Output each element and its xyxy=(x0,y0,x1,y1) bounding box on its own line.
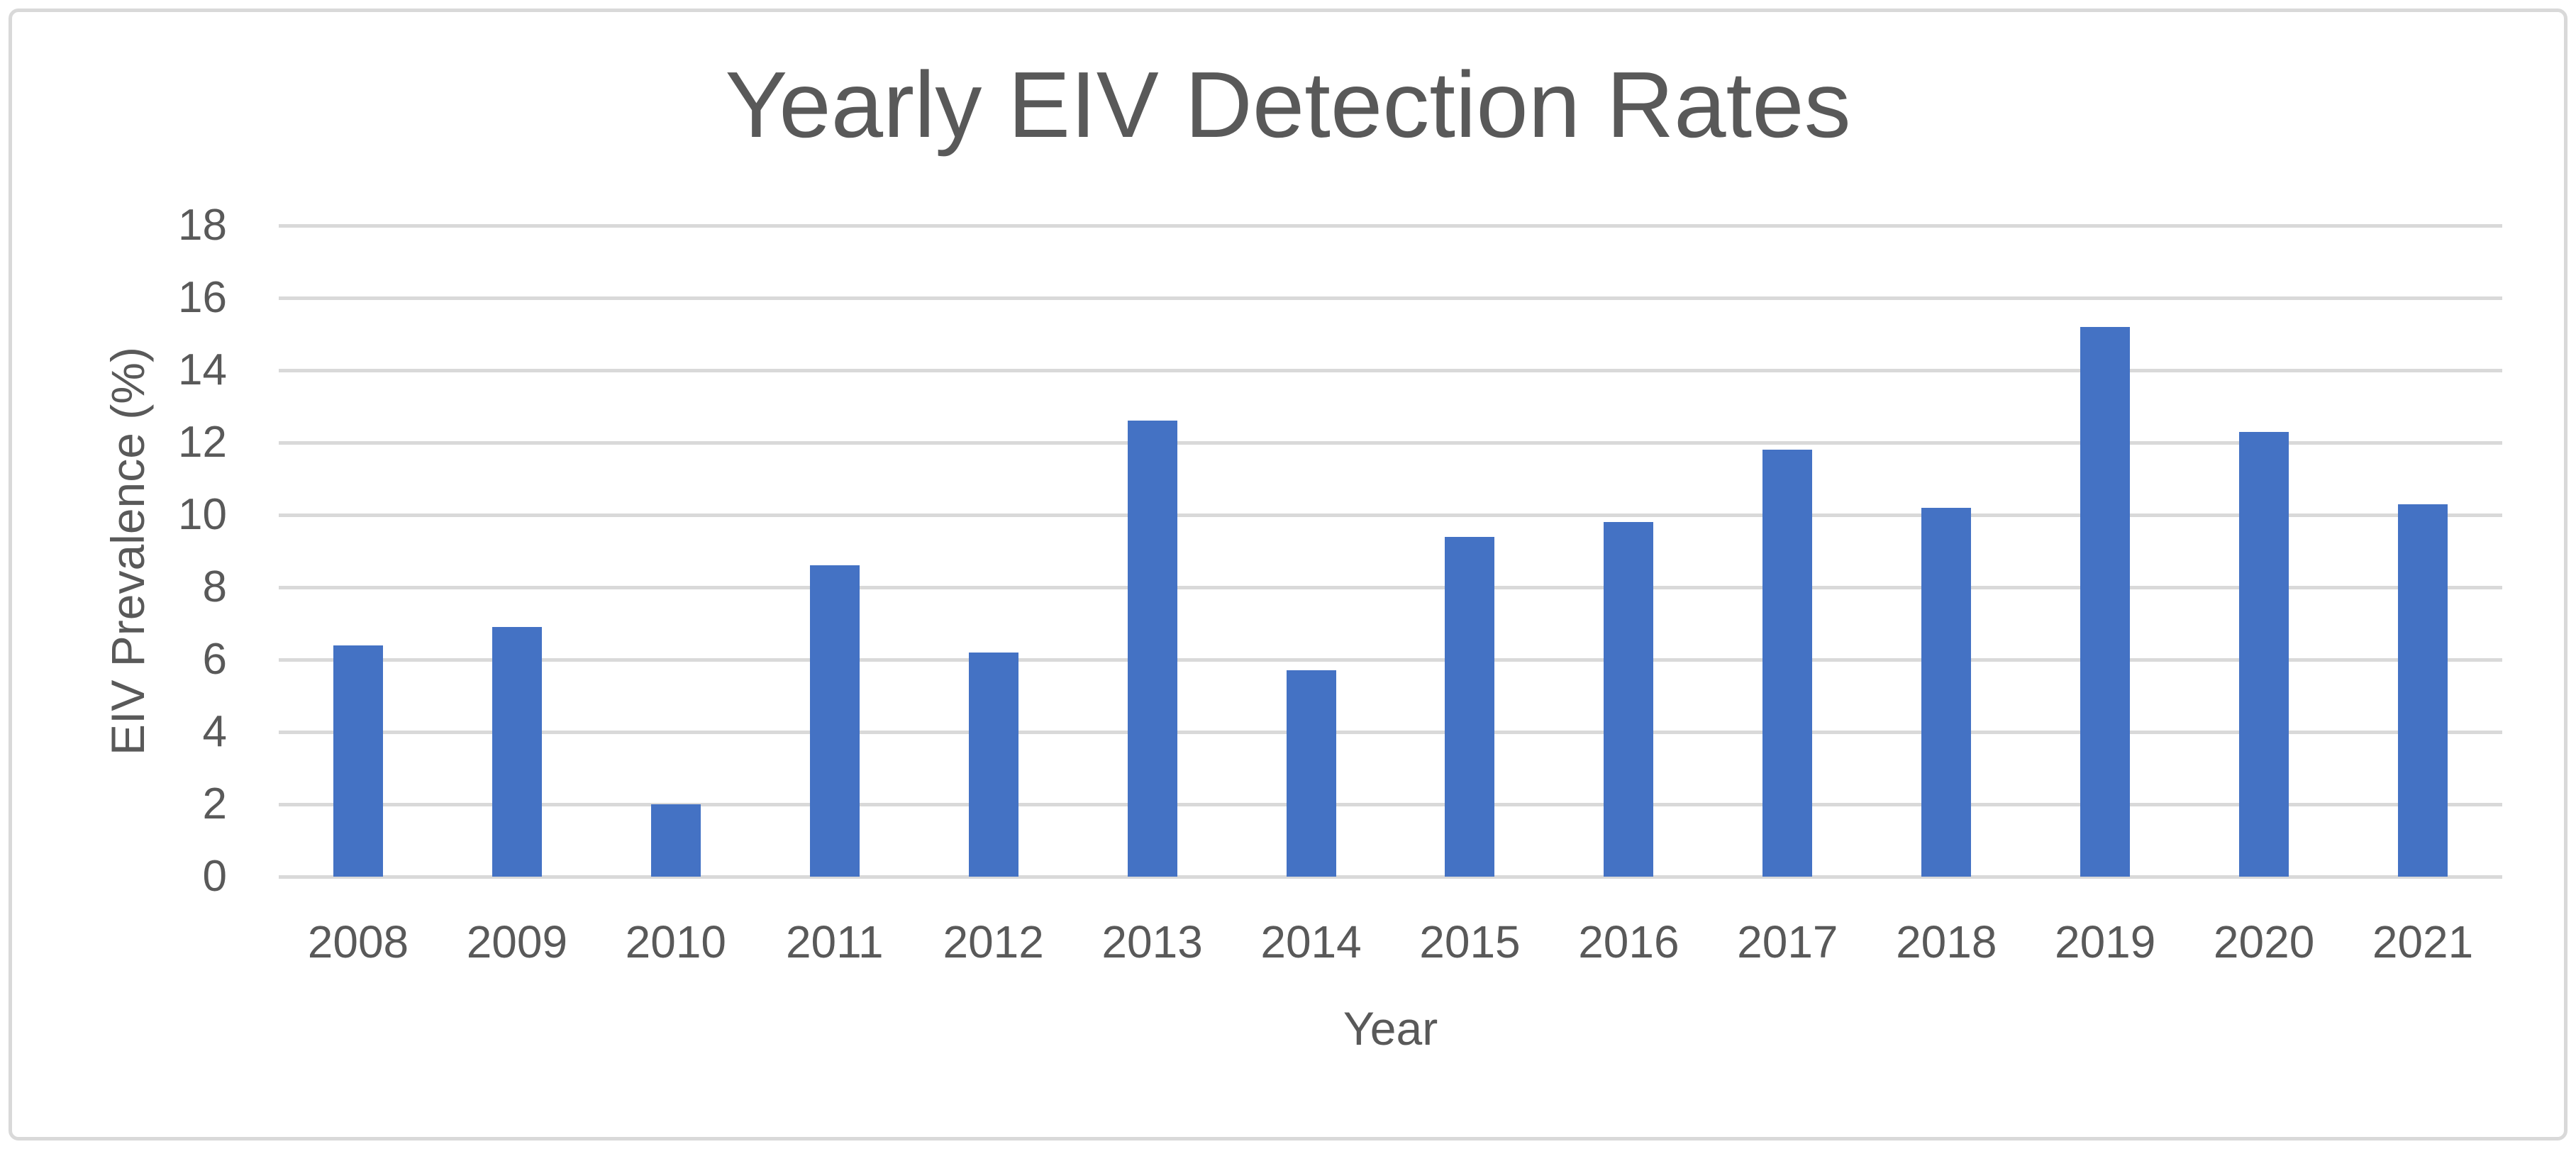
bar-2020 xyxy=(2239,431,2289,877)
bar-2009 xyxy=(492,627,542,877)
y-tick-label-12: 12 xyxy=(178,418,227,467)
gridline-6 xyxy=(279,658,2502,662)
bar-2012 xyxy=(968,652,1018,877)
x-tick-label-2018: 2018 xyxy=(1896,916,1997,967)
gridline-16 xyxy=(279,296,2502,300)
bar-2008 xyxy=(333,645,383,877)
gridline-12 xyxy=(279,441,2502,445)
chart-title: Yearly EIV Detection Rates xyxy=(725,52,1851,157)
x-tick-label-2017: 2017 xyxy=(1737,916,1838,967)
bar-2014 xyxy=(1286,670,1336,877)
chart-border xyxy=(9,9,2567,1140)
bar-2016 xyxy=(1604,522,1654,877)
x-tick-label-2010: 2010 xyxy=(625,916,726,967)
y-axis-title: EIV Prevalence (%) xyxy=(101,347,154,755)
y-tick-label-14: 14 xyxy=(178,345,227,394)
x-tick-label-2011: 2011 xyxy=(785,916,884,967)
y-tick-label-18: 18 xyxy=(178,201,227,250)
gridline-14 xyxy=(279,369,2502,372)
x-tick-label-2016: 2016 xyxy=(1578,916,1680,967)
x-tick-label-2019: 2019 xyxy=(2054,916,2156,967)
x-tick-label-2021: 2021 xyxy=(2372,916,2474,967)
y-tick-label-2: 2 xyxy=(202,779,227,828)
plot-area xyxy=(279,224,2502,879)
y-tick-label-6: 6 xyxy=(202,635,227,684)
bar-2010 xyxy=(650,804,701,877)
gridline-18 xyxy=(279,224,2502,228)
bar-2021 xyxy=(2398,504,2448,877)
y-tick-label-4: 4 xyxy=(202,707,227,756)
gridline-10 xyxy=(279,514,2502,517)
bar-2011 xyxy=(809,565,860,877)
bar-2013 xyxy=(1127,421,1177,877)
x-tick-label-2015: 2015 xyxy=(1419,916,1521,967)
y-tick-label-16: 16 xyxy=(178,273,227,322)
x-tick-label-2008: 2008 xyxy=(307,916,409,967)
bar-2017 xyxy=(1762,450,1813,877)
gridline-2 xyxy=(279,803,2502,806)
x-tick-label-2009: 2009 xyxy=(466,916,568,967)
y-tick-label-8: 8 xyxy=(202,562,227,611)
gridline-4 xyxy=(279,731,2502,734)
x-tick-label-2012: 2012 xyxy=(943,916,1044,967)
x-tick-label-2020: 2020 xyxy=(2213,916,2315,967)
y-tick-label-0: 0 xyxy=(202,852,227,901)
x-tick-label-2013: 2013 xyxy=(1101,916,1203,967)
x-axis-title: Year xyxy=(1343,1002,1438,1055)
bar-2018 xyxy=(1921,507,1972,877)
bar-2015 xyxy=(1445,536,1495,877)
gridline-0 xyxy=(279,875,2502,879)
bar-2019 xyxy=(2080,326,2131,877)
x-tick-label-2014: 2014 xyxy=(1260,916,1362,967)
y-tick-label-10: 10 xyxy=(178,490,227,539)
gridline-8 xyxy=(279,586,2502,589)
